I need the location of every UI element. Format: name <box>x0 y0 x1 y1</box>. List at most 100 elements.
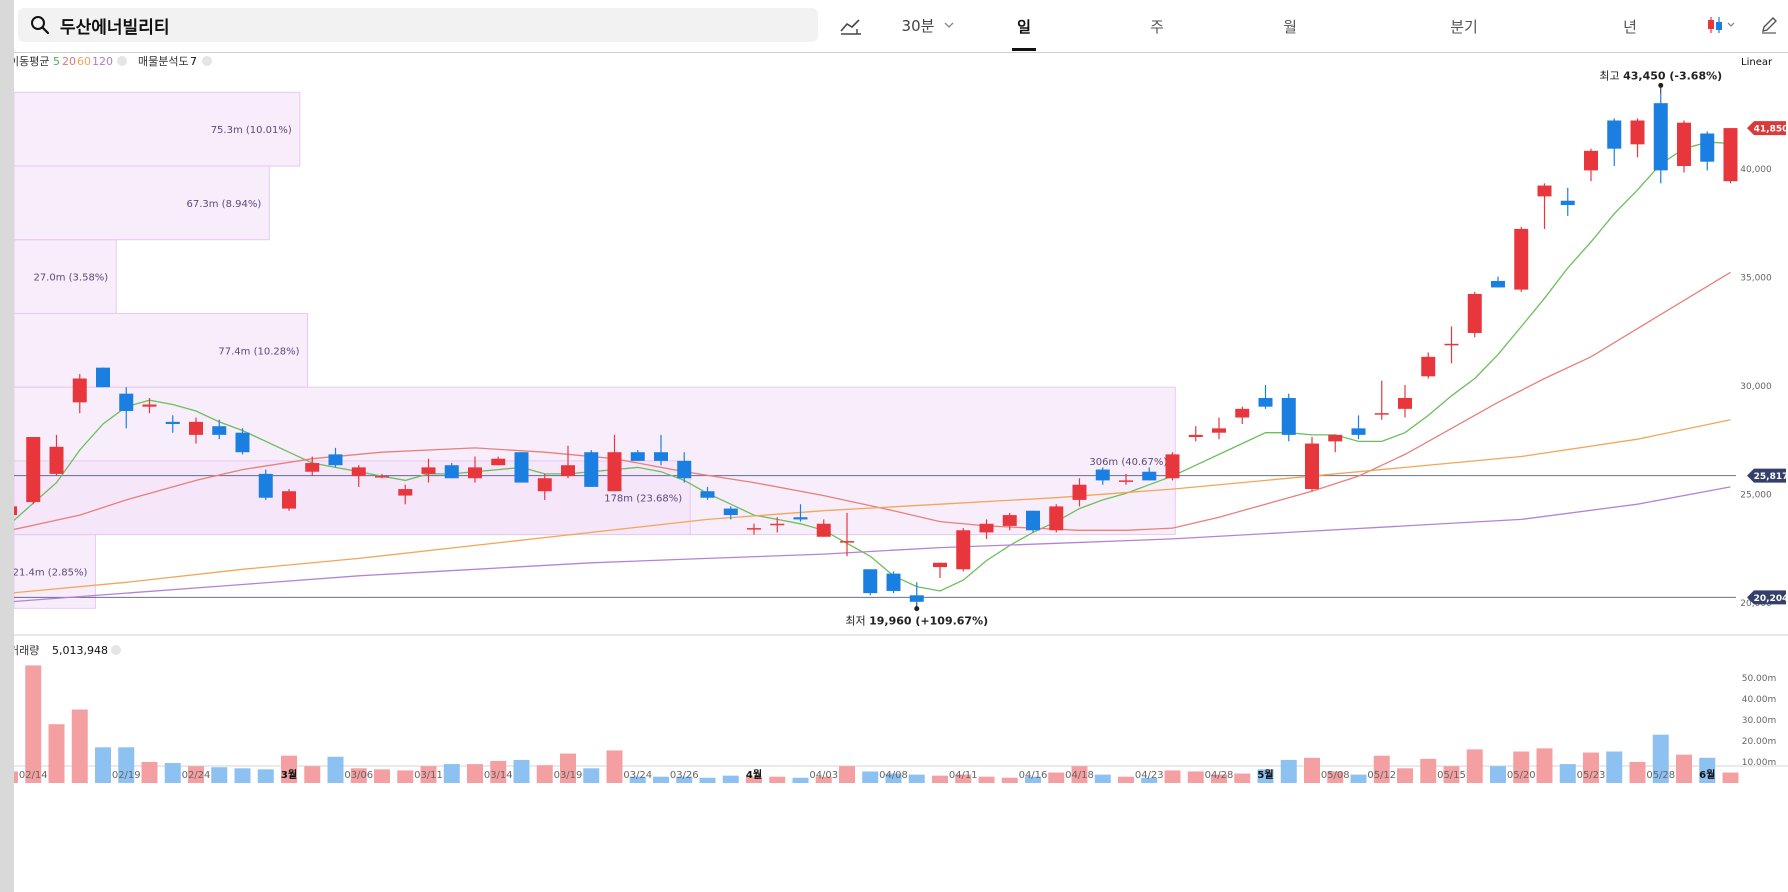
vp-legend-close-icon[interactable] <box>202 56 212 66</box>
candle-body <box>1491 280 1505 288</box>
timeframe-dropdown[interactable]: 30분 <box>894 8 964 42</box>
volume-legend-close-icon[interactable] <box>111 645 121 655</box>
candle-body <box>1095 469 1110 481</box>
candle <box>96 367 110 388</box>
draw-button[interactable] <box>1754 8 1784 42</box>
candle <box>1467 291 1482 338</box>
candle <box>1444 326 1459 364</box>
candle <box>514 452 529 483</box>
candle <box>1560 187 1575 216</box>
volume-bar <box>1466 749 1483 783</box>
candle <box>607 434 622 492</box>
scale-mode-label[interactable]: Linear <box>1741 57 1773 68</box>
price-pane <box>14 634 1788 767</box>
candle <box>1049 504 1064 533</box>
chart-type-dropdown[interactable] <box>1700 8 1744 42</box>
volume-bar <box>490 760 507 783</box>
volume-bar <box>722 775 739 783</box>
candles <box>14 93 1738 603</box>
candle-body <box>770 523 785 526</box>
volume-bar <box>14 771 18 783</box>
candle <box>351 465 366 487</box>
volume-bar <box>257 769 274 783</box>
candle-body <box>607 452 622 492</box>
candle-body <box>1072 484 1087 500</box>
date-tick-label: 03/11 <box>414 770 443 781</box>
date-tick-label: 05/15 <box>1437 770 1466 781</box>
candle <box>1072 478 1087 507</box>
ma-legend-close-icon[interactable] <box>117 56 127 66</box>
candle-body <box>1467 293 1482 333</box>
candle-body <box>514 452 529 483</box>
price-tick-label: 30,000 <box>1740 382 1772 392</box>
price-lines <box>14 475 1736 598</box>
volume-bar <box>1583 752 1599 783</box>
tab-day[interactable]: 일 <box>999 6 1049 51</box>
tab-week[interactable]: 주 <box>1132 6 1182 46</box>
volume-bar <box>1025 776 1041 783</box>
ma-legend-120: 120 <box>92 55 113 68</box>
candle <box>1491 276 1505 288</box>
high-change: (-3.68%) <box>1669 69 1722 82</box>
chart-app: 두산에너빌리티 30분 일 주 월 분기 년 <box>14 0 1788 892</box>
volume-bar <box>1629 762 1646 783</box>
candle <box>747 523 761 535</box>
candle-body <box>258 473 273 498</box>
volume-profile-label: 306m (40.67%) <box>1089 457 1167 468</box>
candle-body <box>700 491 715 498</box>
volume-bar <box>536 765 553 783</box>
candle <box>1374 380 1389 420</box>
volume-bar <box>792 777 809 783</box>
candle-body <box>1677 122 1691 167</box>
date-tick-label: 02/19 <box>112 770 141 781</box>
stock-chart[interactable]: 306m (40.67%) 77.4m (10.28%) 27.0m (3.58%)… <box>14 53 1788 892</box>
tab-month[interactable]: 월 <box>1265 6 1315 46</box>
volume-bar <box>653 776 669 783</box>
volume-bar <box>1606 751 1623 783</box>
tab-day-label: 일 <box>1017 17 1031 36</box>
volume-tick-label: 30.00m <box>1742 716 1777 726</box>
candle <box>840 512 854 557</box>
candle-body <box>1212 428 1226 433</box>
candle <box>584 450 599 487</box>
candle-body <box>1002 515 1017 526</box>
candle-body <box>1584 150 1598 171</box>
date-tick-label: 04/03 <box>809 770 838 781</box>
candle-body <box>1444 343 1459 346</box>
high-value: 43,450 <box>1623 69 1669 82</box>
volume-bar <box>1722 772 1739 783</box>
candle-body <box>282 491 296 509</box>
price-line-tag: 20,204 <box>1747 590 1788 605</box>
candle-body <box>468 467 482 479</box>
search-box[interactable]: 두산에너빌리티 <box>18 8 818 42</box>
candle-body <box>26 437 41 503</box>
tab-quarter[interactable]: 분기 <box>1434 6 1494 46</box>
indicator-add-button[interactable] <box>834 8 868 42</box>
ma-legend-label: 이동평균 <box>14 55 49 68</box>
candle-body <box>1700 133 1715 162</box>
volume-bar <box>676 776 693 783</box>
candle <box>1212 417 1226 440</box>
candle <box>1607 118 1622 167</box>
volume-bar <box>1490 766 1506 783</box>
candle-body <box>1351 428 1366 435</box>
candle <box>49 434 64 477</box>
candle <box>398 484 413 505</box>
date-tick-label: 04/18 <box>1065 770 1094 781</box>
date-tick-label: 05/08 <box>1321 770 1350 781</box>
trend-line-icon <box>840 19 861 35</box>
candle <box>723 506 738 520</box>
candle <box>1258 385 1273 409</box>
volume-legend-value: 5,013,948 <box>52 644 108 657</box>
candle <box>1421 352 1436 379</box>
timeframe-label: 30분 <box>901 16 935 35</box>
volume-bar <box>629 776 646 783</box>
candle <box>630 450 645 461</box>
volume-bar <box>1164 770 1181 783</box>
volume-profile-label: 75.3m (10.01%) <box>211 125 292 136</box>
candle <box>1165 452 1180 481</box>
volume-bar <box>1397 768 1413 783</box>
volume-bar <box>560 753 576 783</box>
candle <box>816 519 831 537</box>
tab-year[interactable]: 년 <box>1605 6 1655 46</box>
